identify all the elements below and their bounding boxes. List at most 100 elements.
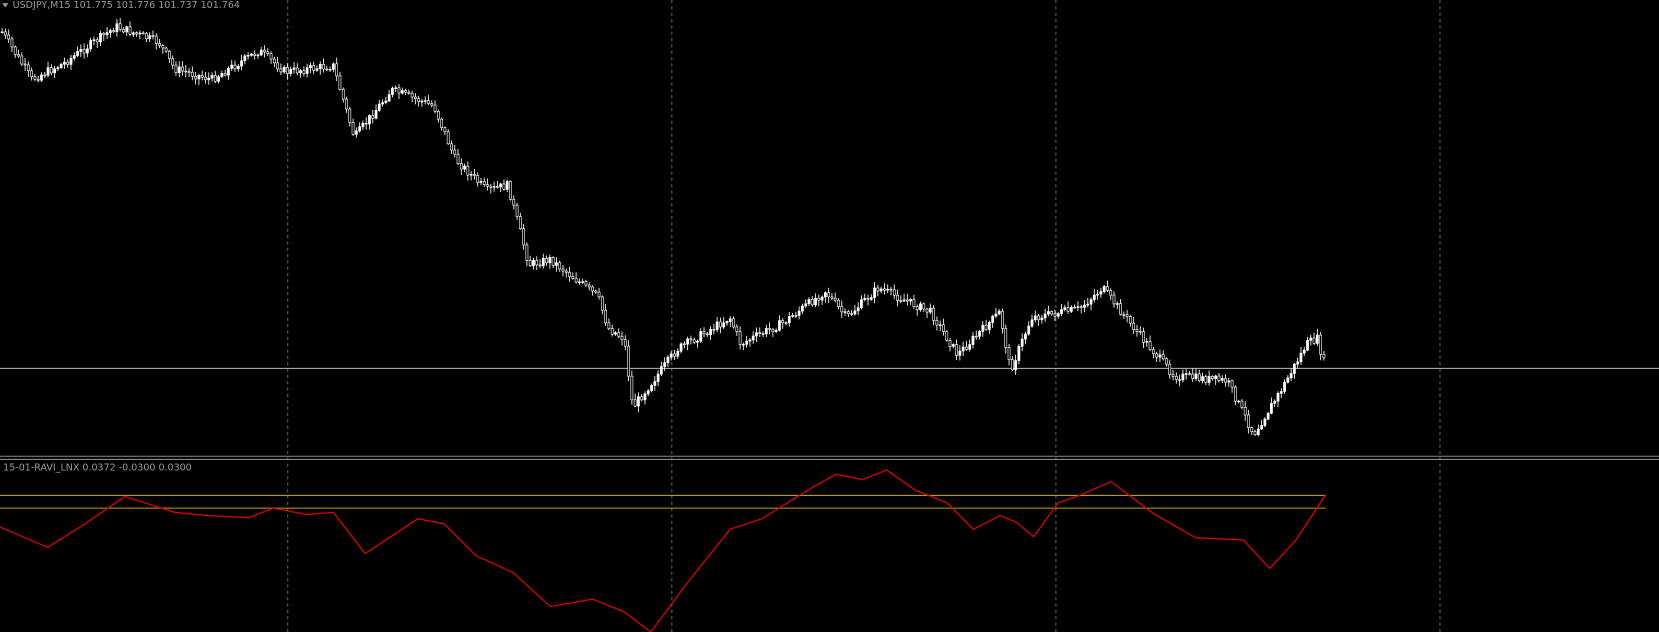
candle-body: [417, 98, 421, 102]
candle-body: [587, 284, 591, 288]
candle-body: [902, 299, 906, 302]
candle-body: [1073, 306, 1077, 309]
candle-body: [1260, 425, 1263, 430]
candle-body: [856, 307, 860, 312]
candle-body: [604, 309, 607, 324]
candle-body: [469, 173, 473, 176]
candle-body: [489, 185, 493, 188]
candle-body: [1197, 373, 1201, 381]
candle-body: [184, 70, 188, 73]
candle-body: [1132, 322, 1136, 331]
candle-body: [338, 75, 342, 90]
candle-body: [863, 298, 867, 300]
candle-body: [72, 55, 76, 59]
candle-body: [574, 278, 578, 283]
candle-body: [1201, 376, 1204, 381]
candle-body: [689, 338, 693, 341]
candle-body: [1302, 349, 1306, 354]
candle-body: [440, 118, 443, 128]
candle-body: [26, 64, 30, 72]
candle-body: [1211, 376, 1214, 379]
candle-body: [397, 87, 401, 94]
candle-body: [719, 321, 722, 328]
candle-body: [272, 58, 276, 64]
candle-body: [240, 60, 243, 67]
candle-body: [394, 87, 398, 89]
candle-body: [223, 73, 227, 76]
candle-body: [1184, 373, 1188, 375]
candle-body: [1066, 307, 1070, 312]
candle-body: [427, 100, 430, 104]
candle-body: [686, 338, 689, 345]
candle-body: [600, 296, 604, 311]
candle-body: [745, 340, 749, 345]
candle-body: [1319, 334, 1323, 355]
candle-body: [246, 55, 250, 57]
candle-body: [820, 296, 824, 301]
candle-body: [230, 64, 234, 69]
candle-body: [108, 30, 112, 33]
candle-body: [1089, 299, 1093, 305]
candle-body: [827, 292, 831, 298]
candle-body: [922, 303, 926, 310]
candle-body: [646, 390, 650, 395]
candle-body: [1142, 331, 1145, 343]
candle-body: [1129, 316, 1132, 324]
candle-body: [692, 339, 696, 343]
candle-body: [620, 335, 624, 341]
candle-body: [10, 38, 14, 48]
candle-body: [253, 53, 257, 56]
candle-body: [886, 288, 890, 291]
candle-body: [1168, 363, 1172, 375]
candle-body: [99, 33, 102, 43]
candle-body: [1165, 358, 1168, 365]
candle-body: [728, 318, 732, 322]
candle-body: [889, 288, 893, 291]
candle-body: [322, 64, 325, 70]
candle-body: [853, 310, 857, 315]
candle-body: [1004, 328, 1008, 348]
candle-body: [1309, 337, 1313, 341]
candle-body: [617, 332, 621, 337]
collapse-arrow[interactable]: [2, 3, 9, 8]
candle-body: [328, 69, 332, 71]
candle-body: [578, 281, 581, 283]
candle-body: [473, 173, 476, 176]
candle-body: [371, 115, 375, 119]
candle-body: [935, 320, 939, 326]
candle-body: [732, 318, 735, 328]
candle-body: [282, 66, 286, 73]
candle-body: [4, 31, 7, 36]
candle-body: [1293, 363, 1296, 374]
candle-body: [879, 288, 883, 292]
candle-body: [1270, 403, 1273, 414]
candle-body: [138, 32, 142, 35]
candle-body: [56, 67, 60, 70]
candle-body: [1224, 378, 1227, 383]
candle-body: [1017, 346, 1021, 361]
candle-body: [345, 98, 348, 110]
candle-body: [450, 143, 453, 151]
candle-body: [1276, 392, 1280, 402]
candle-body: [509, 181, 512, 200]
candle-body: [866, 298, 870, 300]
candle-body: [1240, 400, 1244, 408]
candle-body: [784, 322, 788, 324]
candle-body: [1161, 354, 1165, 360]
candle-body: [387, 94, 391, 102]
candle-body: [528, 260, 532, 267]
candle-body: [168, 50, 171, 59]
candle-body: [250, 53, 253, 56]
candle-body: [486, 184, 489, 187]
candle-body: [823, 292, 827, 298]
candle-body: [581, 281, 585, 283]
candle-body: [541, 258, 545, 267]
candle-body: [213, 75, 217, 82]
candle-body: [414, 96, 417, 99]
candle-body: [479, 181, 483, 183]
candle-body: [814, 297, 817, 306]
candle-body: [965, 346, 968, 350]
candle-body: [263, 49, 266, 53]
candle-body: [463, 165, 466, 170]
